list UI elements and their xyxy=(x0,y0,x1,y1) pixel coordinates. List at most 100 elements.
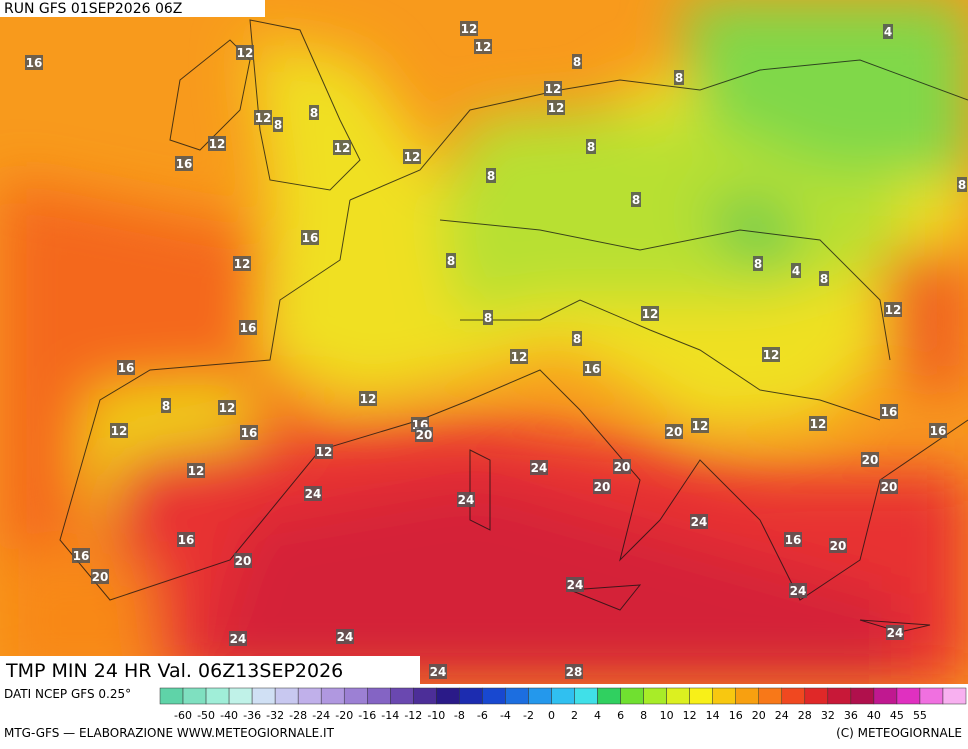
contour-label-box xyxy=(809,416,827,431)
contour-label: 24 xyxy=(790,584,807,598)
contour-label-box xyxy=(791,263,801,278)
contour-label-box xyxy=(333,140,351,155)
title-box xyxy=(0,656,420,684)
color-swatch xyxy=(896,687,921,705)
color-swatch xyxy=(505,687,529,705)
contour-label-box xyxy=(544,81,562,96)
contour-label-box xyxy=(161,398,171,413)
contour-label-box xyxy=(691,418,709,433)
contour-label-box xyxy=(304,486,322,501)
colorbar-label: -50 xyxy=(197,709,215,722)
contour-label-box xyxy=(690,514,708,529)
contour-label-box xyxy=(208,136,226,151)
colorbar-label: 2 xyxy=(571,709,578,722)
contour-label-box xyxy=(25,55,43,70)
contour-label: 8 xyxy=(310,106,318,120)
color-swatch xyxy=(758,687,783,705)
contour-label-box xyxy=(762,347,780,362)
contour-label: 8 xyxy=(487,169,495,183)
color-swatch xyxy=(436,687,460,705)
contour-label: 8 xyxy=(958,178,966,192)
colorbar-label: -24 xyxy=(312,709,330,722)
contour-label: 20 xyxy=(614,460,631,474)
contour-label: 24 xyxy=(305,487,322,501)
contour-label: 20 xyxy=(666,425,683,439)
colorbar-label: -6 xyxy=(477,709,488,722)
contour-label: 16 xyxy=(178,533,195,547)
contour-label-box xyxy=(91,569,109,584)
contour-label: 16 xyxy=(26,56,43,70)
contour-label-box xyxy=(613,459,631,474)
contour-label-box xyxy=(547,100,565,115)
contour-label-box xyxy=(572,54,582,69)
color-swatch xyxy=(942,687,967,705)
contour-label-box xyxy=(753,256,763,271)
contour-label-box xyxy=(187,463,205,478)
contour-label: 12 xyxy=(111,424,128,438)
color-swatch xyxy=(873,687,898,705)
colorbar-label: -16 xyxy=(358,709,376,722)
contour-label-box xyxy=(236,45,254,60)
colorbar-label: 4 xyxy=(594,709,601,722)
contour-label: 20 xyxy=(881,480,898,494)
contour-label-box xyxy=(530,460,548,475)
contour-label-box xyxy=(415,427,433,442)
colorbar-label: -32 xyxy=(266,709,284,722)
contour-label-box xyxy=(886,625,904,640)
colorbar-label: -4 xyxy=(500,709,511,722)
contour-label: 12 xyxy=(461,22,478,36)
contour-label: 20 xyxy=(594,480,611,494)
run-box xyxy=(0,0,265,17)
contour-label: 8 xyxy=(675,71,683,85)
contour-label-box xyxy=(359,391,377,406)
colorbar-label: 36 xyxy=(844,709,858,722)
contour-label: 12 xyxy=(763,348,780,362)
colorbar-label: -20 xyxy=(335,709,353,722)
contour-label: 4 xyxy=(884,25,892,39)
map-title: TMP MIN 24 HR Val. 06Z13SEP2026 xyxy=(5,660,343,682)
contour-label: 24 xyxy=(567,578,584,592)
color-swatch xyxy=(367,687,391,705)
contour-label-box xyxy=(446,253,456,268)
contour-label-box xyxy=(234,553,252,568)
color-swatch xyxy=(251,687,276,705)
contour-label-box xyxy=(665,424,683,439)
contour-label-box xyxy=(829,538,847,553)
contour-label: 16 xyxy=(785,533,802,547)
run-label: RUN GFS 01SEP2026 06Z xyxy=(4,1,182,17)
contour-label: 12 xyxy=(334,141,351,155)
contour-label: 12 xyxy=(511,350,528,364)
colorbar-label: 55 xyxy=(913,709,927,722)
colorbar-label: 0 xyxy=(548,709,555,722)
contour-label-box xyxy=(957,177,967,192)
colorbar-label: 10 xyxy=(660,709,674,722)
contour-label: 12 xyxy=(255,111,272,125)
color-swatch xyxy=(205,687,230,705)
contour-label-box xyxy=(883,24,893,39)
color-swatch xyxy=(643,687,667,705)
contour-label-box xyxy=(819,271,829,286)
contour-label: 12 xyxy=(545,82,562,96)
colorbar-label: 20 xyxy=(752,709,766,722)
contour-label: 12 xyxy=(209,137,226,151)
contour-label-box xyxy=(674,70,684,85)
color-swatch xyxy=(781,687,806,705)
contour-label-box xyxy=(457,492,475,507)
contour-label: 12 xyxy=(810,417,827,431)
colorbar-label: -10 xyxy=(427,709,445,722)
color-swatch xyxy=(620,687,644,705)
contour-label: 16 xyxy=(176,157,193,171)
colorbar-label: 14 xyxy=(706,709,720,722)
contour-label-box xyxy=(510,349,528,364)
color-swatch xyxy=(159,687,184,705)
color-swatch xyxy=(297,687,322,705)
contour-label-box xyxy=(429,664,447,679)
contour-label-box xyxy=(403,149,421,164)
colorbar-label: -2 xyxy=(523,709,534,722)
contour-label: 8 xyxy=(573,332,581,346)
colorbar-label: 6 xyxy=(617,709,624,722)
colorbar-label: -36 xyxy=(243,709,261,722)
contour-label: 24 xyxy=(887,626,904,640)
color-swatch xyxy=(274,687,299,705)
